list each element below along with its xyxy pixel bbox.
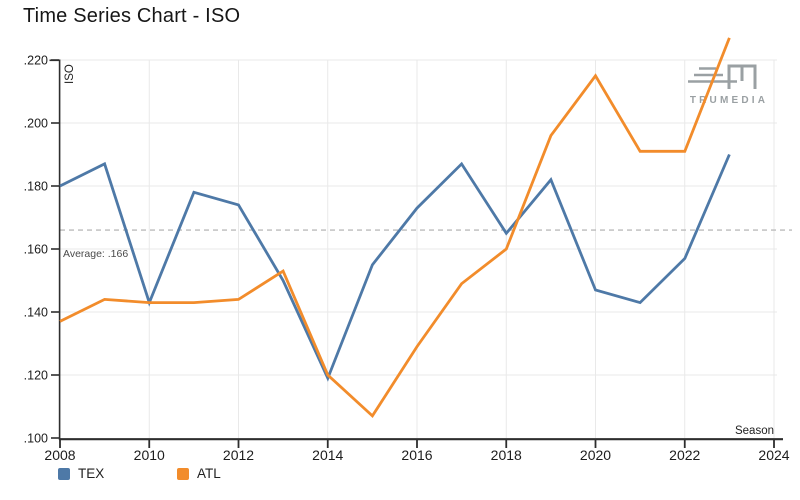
x-tick-label: 2016 bbox=[401, 447, 432, 463]
x-tick-label: 2010 bbox=[134, 447, 165, 463]
average-label: Average: .166 bbox=[63, 248, 128, 260]
atl-legend-swatch bbox=[177, 467, 189, 480]
trumedia-logo: TRUMEDIA bbox=[688, 64, 768, 106]
y-tick-label: .140 bbox=[24, 306, 48, 320]
x-tick-label: 2024 bbox=[758, 447, 789, 463]
x-tick-label: 2020 bbox=[580, 447, 611, 463]
atl-series-line bbox=[59, 37, 731, 419]
x-tick-labels: 2008 2010 2012 2014 2016 2018 2020 2022 2024 bbox=[44, 447, 789, 463]
y-tick-label: .180 bbox=[24, 180, 48, 194]
x-tick-label: 2022 bbox=[669, 447, 700, 463]
x-axis-title: Season bbox=[735, 425, 774, 437]
y-tick-label: .160 bbox=[24, 243, 48, 257]
legend-item-atl[interactable]: ATL bbox=[177, 466, 221, 481]
gridlines bbox=[60, 59, 777, 438]
axes bbox=[49, 59, 783, 448]
tex-legend-label: TEX bbox=[78, 466, 105, 481]
x-tick-label: 2014 bbox=[312, 447, 343, 463]
x-tick-label: 2008 bbox=[44, 447, 75, 463]
y-tick-label: .100 bbox=[24, 432, 48, 446]
legend-item-tex[interactable]: TEX bbox=[58, 466, 104, 481]
x-tick-label: 2018 bbox=[491, 447, 522, 463]
trumedia-logo-icon bbox=[688, 64, 757, 89]
chart-title: Time Series Chart - ISO bbox=[23, 5, 241, 27]
tex-legend-swatch bbox=[58, 467, 70, 480]
series-lines bbox=[59, 37, 731, 419]
atl-legend-label: ATL bbox=[197, 466, 221, 481]
tex-series-line bbox=[59, 153, 731, 382]
x-tick-label: 2012 bbox=[223, 447, 254, 463]
y-tick-label: .220 bbox=[24, 54, 48, 68]
y-tick-labels: .100 .120 .140 .160 .180 .200 .220 bbox=[24, 54, 48, 446]
y-tick-label: .200 bbox=[24, 117, 48, 131]
y-tick-label: .120 bbox=[24, 369, 48, 383]
y-axis-title: ISO bbox=[64, 64, 76, 84]
trumedia-logo-text: TRUMEDIA bbox=[690, 95, 768, 106]
